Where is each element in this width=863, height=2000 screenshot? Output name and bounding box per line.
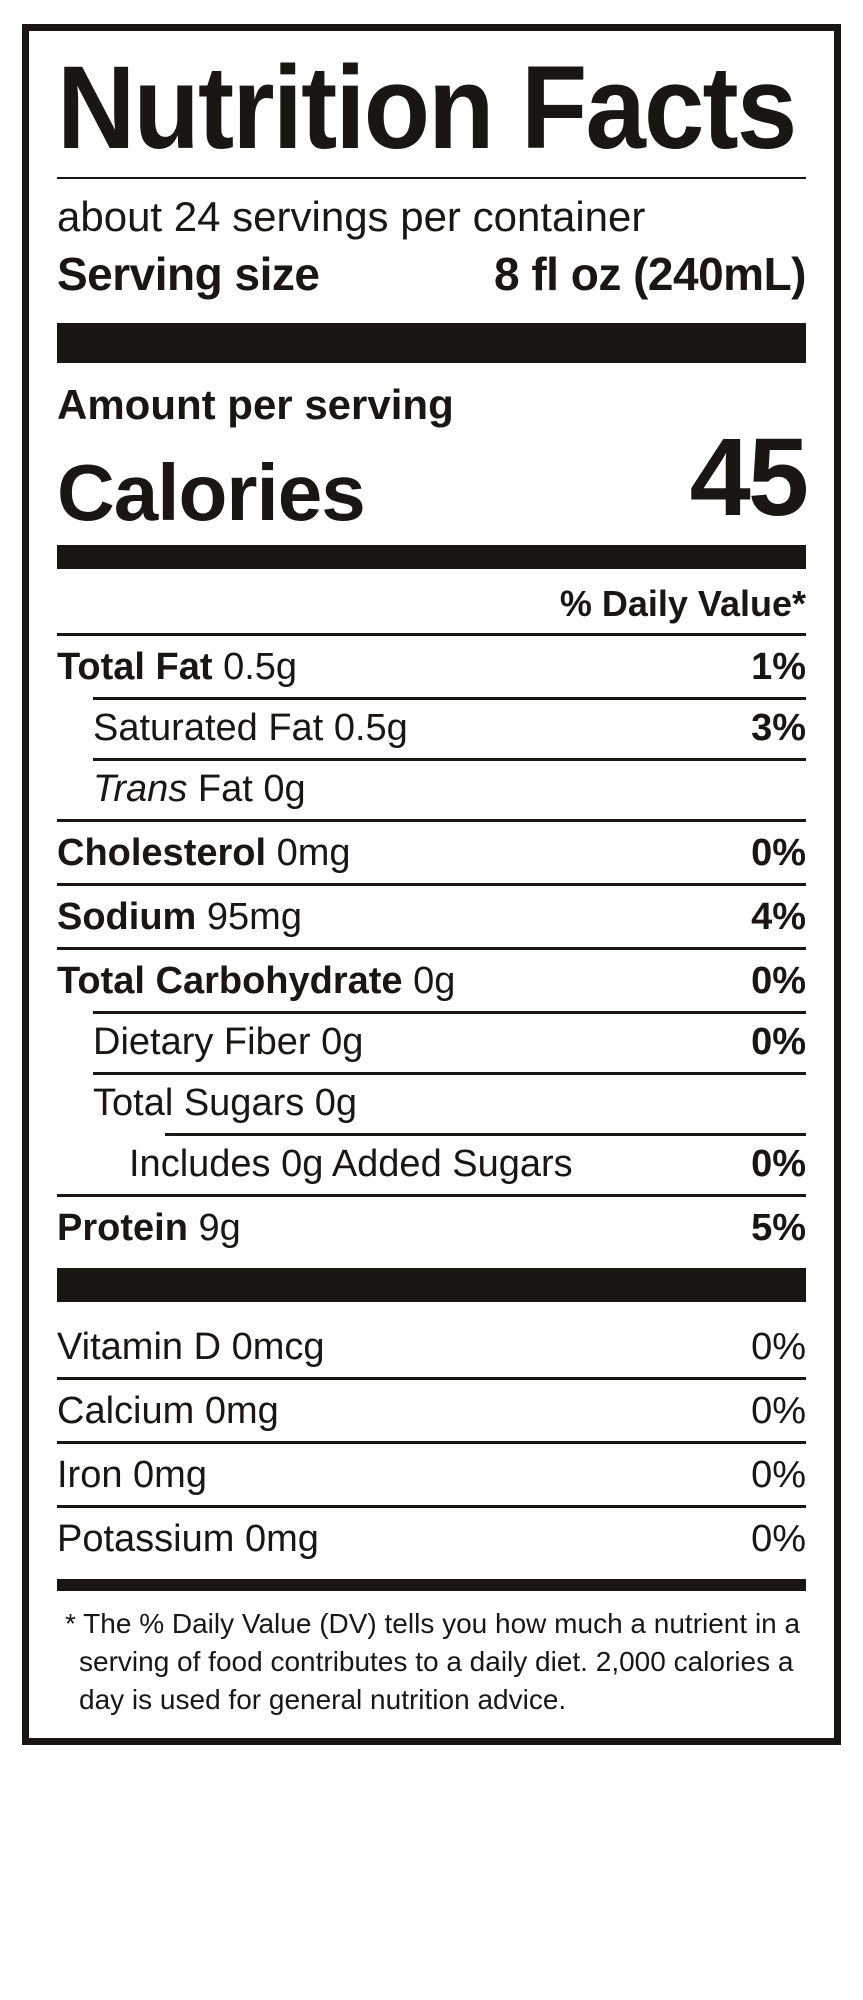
thick-bar-1 [57, 323, 806, 363]
added-sugars-dv: 0% [751, 1143, 806, 1186]
vitamin-d-label: Vitamin D [57, 1326, 221, 1368]
protein-amount: 9g [198, 1207, 240, 1249]
servings-per-container: about 24 servings per container [57, 193, 806, 241]
vitamin-d-amount: 0mcg [232, 1326, 325, 1368]
row-cholesterol: Cholesterol 0mg 0% [57, 819, 806, 883]
row-sodium: Sodium 95mg 4% [57, 883, 806, 947]
row-potassium: Potassium 0mg 0% [57, 1505, 806, 1569]
sodium-dv: 4% [751, 896, 806, 939]
row-trans-fat: Trans Fat 0g [57, 758, 806, 819]
thick-bar-4 [57, 1579, 806, 1591]
total-sugars-amount: 0g [315, 1082, 357, 1124]
protein-label: Protein [57, 1207, 188, 1249]
total-carb-amount: 0g [413, 960, 455, 1002]
nutrition-facts-panel: Nutrition Facts about 24 servings per co… [22, 24, 841, 1745]
row-protein: Protein 9g 5% [57, 1194, 806, 1258]
trans-fat-amount: 0g [263, 768, 305, 810]
thick-bar-2 [57, 545, 806, 569]
potassium-amount: 0mg [245, 1518, 319, 1560]
potassium-label: Potassium [57, 1518, 234, 1560]
added-sugars-label: Includes 0g Added Sugars [129, 1143, 573, 1185]
calcium-dv: 0% [751, 1390, 806, 1433]
cholesterol-dv: 0% [751, 832, 806, 875]
row-total-sugars: Total Sugars 0g [57, 1072, 806, 1133]
serving-size-value: 8 fl oz (240mL) [494, 247, 806, 301]
dv-footnote: * The % Daily Value (DV) tells you how m… [57, 1605, 806, 1718]
sat-fat-amount: 0.5g [334, 707, 408, 749]
row-added-sugars: Includes 0g Added Sugars 0% [57, 1133, 806, 1194]
thick-bar-3 [57, 1268, 806, 1302]
serving-size-label: Serving size [57, 247, 319, 301]
total-fat-dv: 1% [751, 646, 806, 689]
calories-row: Calories 45 [57, 423, 806, 533]
calories-value: 45 [690, 423, 806, 533]
trans-fat-italic: Trans [93, 768, 187, 810]
total-sugars-label: Total Sugars [93, 1082, 304, 1124]
row-vitamin-d: Vitamin D 0mcg 0% [57, 1316, 806, 1377]
total-fat-amount: 0.5g [223, 646, 297, 688]
sodium-label: Sodium [57, 896, 196, 938]
total-carb-dv: 0% [751, 960, 806, 1003]
sat-fat-label: Saturated Fat [93, 707, 323, 749]
cholesterol-label: Cholesterol [57, 832, 266, 874]
fiber-amount: 0g [321, 1021, 363, 1063]
fiber-dv: 0% [751, 1021, 806, 1064]
iron-amount: 0mg [133, 1454, 207, 1496]
potassium-dv: 0% [751, 1518, 806, 1561]
panel-title: Nutrition Facts [57, 49, 746, 167]
row-total-carb: Total Carbohydrate 0g 0% [57, 947, 806, 1011]
sat-fat-dv: 3% [751, 707, 806, 750]
row-calcium: Calcium 0mg 0% [57, 1377, 806, 1441]
protein-dv: 5% [751, 1207, 806, 1250]
iron-dv: 0% [751, 1454, 806, 1497]
calcium-label: Calcium [57, 1390, 194, 1432]
iron-label: Iron [57, 1454, 122, 1496]
row-sat-fat: Saturated Fat 0.5g 3% [57, 697, 806, 758]
daily-value-header: % Daily Value* [57, 583, 806, 625]
row-total-fat: Total Fat 0.5g 1% [57, 633, 806, 697]
sodium-amount: 95mg [207, 896, 302, 938]
row-fiber: Dietary Fiber 0g 0% [57, 1011, 806, 1072]
calcium-amount: 0mg [205, 1390, 279, 1432]
cholesterol-amount: 0mg [277, 832, 351, 874]
serving-size-row: Serving size 8 fl oz (240mL) [57, 247, 806, 301]
row-iron: Iron 0mg 0% [57, 1441, 806, 1505]
title-rule [57, 177, 806, 179]
calories-label: Calories [57, 453, 365, 533]
total-carb-label: Total Carbohydrate [57, 960, 403, 1002]
total-fat-label: Total Fat [57, 646, 213, 688]
trans-fat-rest: Fat [187, 768, 252, 810]
vitamin-d-dv: 0% [751, 1326, 806, 1369]
fiber-label: Dietary Fiber [93, 1021, 311, 1063]
